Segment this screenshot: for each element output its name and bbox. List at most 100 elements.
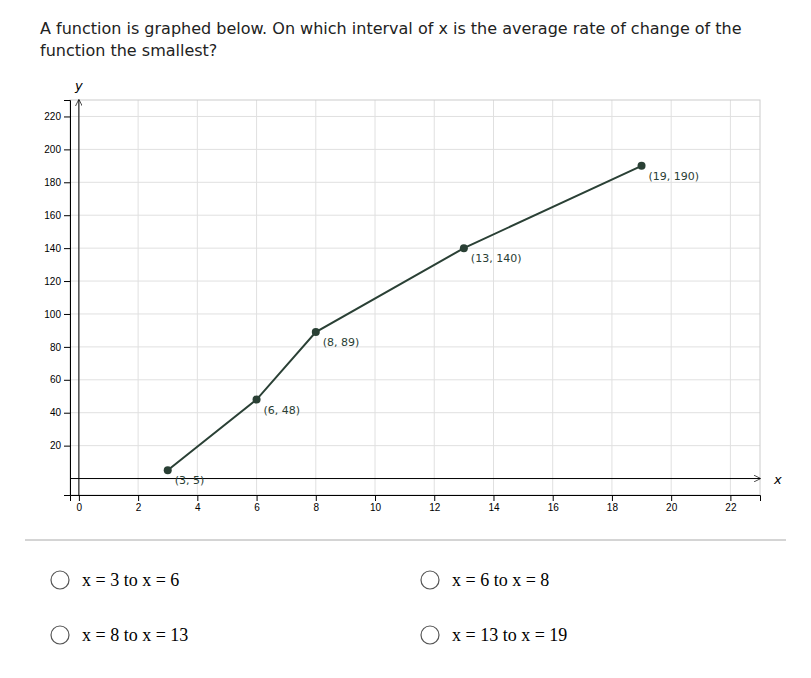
tick-mark: [64, 281, 70, 282]
grid-line-x: [138, 100, 139, 495]
tick-mark: [64, 116, 70, 117]
answer-option[interactable]: x = 13 to x = 19: [452, 625, 567, 645]
answer-option[interactable]: x = 8 to x = 13: [82, 625, 188, 645]
y-axis-label: y: [74, 78, 83, 93]
plot-area: [164, 162, 646, 474]
tick: 140: [44, 243, 70, 254]
tick-mark: [64, 413, 70, 414]
tick: 20: [666, 495, 678, 513]
tick-mark: [64, 215, 70, 216]
tick-label: 0: [77, 502, 83, 513]
grid-line-x: [730, 100, 731, 495]
plot-frame: [70, 100, 760, 495]
tick-label: 120: [44, 276, 61, 287]
grid-line-x: [552, 100, 553, 495]
point: [164, 466, 172, 474]
tick-label: 4: [195, 502, 201, 513]
tick: 8: [314, 495, 320, 513]
grid-line-y: [70, 346, 760, 347]
tick-label: 22: [725, 502, 737, 513]
tick-label: 16: [548, 502, 560, 513]
answer-option[interactable]: x = 3 to x = 6: [82, 570, 179, 590]
tick-label: 10: [370, 502, 382, 513]
tick-mark: [612, 495, 613, 501]
grid-line-y: [70, 149, 760, 150]
radio-button[interactable]: [421, 571, 439, 589]
tick-mark: [730, 495, 731, 501]
tick-label: 200: [44, 144, 61, 155]
grid: [70, 100, 760, 495]
tick: 2: [136, 495, 142, 513]
grid-line-x: [78, 100, 79, 495]
tick: 20: [50, 440, 70, 451]
title: A function is graphed below. On which in…: [40, 19, 742, 60]
tick-label: 2: [136, 502, 142, 513]
grid-line-y: [70, 379, 760, 380]
answer-option[interactable]: x = 6 to x = 8: [452, 570, 549, 590]
tick-mark: [64, 248, 70, 249]
tick-label: 12: [429, 502, 441, 513]
answer-options: x = 3 to x = 6 x = 6 to x = 8 x = 8 to x =…: [51, 570, 567, 645]
grid-line-y: [70, 248, 760, 249]
grid-line-y: [70, 116, 760, 117]
tick: 12: [429, 495, 441, 513]
grid-line-y: [70, 281, 760, 282]
grid-line-x: [493, 100, 494, 495]
tick: 6: [254, 495, 260, 513]
tick-mark: [64, 182, 70, 183]
tick: 40: [50, 407, 70, 418]
tick-label: 40: [50, 407, 62, 418]
tick-mark: [64, 380, 70, 381]
tick: 80: [50, 342, 70, 353]
tick-label: 100: [44, 309, 61, 320]
tick: 0: [77, 495, 83, 513]
radio-button[interactable]: [421, 626, 439, 644]
tick: 60: [50, 374, 70, 385]
separator: [25, 540, 786, 541]
tick-label: 8: [314, 502, 320, 513]
grid-line-x: [434, 100, 435, 495]
tick-mark: [138, 495, 139, 501]
data-label: (3, 5): [175, 474, 205, 487]
tick-mark: [79, 495, 80, 501]
tick: 180: [44, 177, 70, 188]
tick: 14: [488, 495, 500, 513]
point: [312, 328, 320, 336]
tick-label: 160: [44, 210, 61, 221]
tick-mark: [64, 149, 70, 150]
grid-line-x: [611, 100, 612, 495]
tick-label: 6: [254, 502, 260, 513]
y-axis: 20406080100120140160180200220: [44, 101, 70, 496]
tick-mark: [257, 495, 258, 501]
data-label: (19, 190): [649, 170, 700, 183]
x-axis: 0246810121416182022: [71, 495, 761, 513]
tick: 22: [725, 495, 737, 513]
axis-line: [71, 496, 761, 502]
tick: 10: [370, 495, 382, 513]
grid-line-x: [671, 100, 672, 495]
tick-mark: [671, 495, 672, 501]
line: [168, 166, 642, 470]
radio-button[interactable]: [51, 571, 69, 589]
tick-label: 14: [488, 502, 500, 513]
tick: 4: [195, 495, 201, 513]
tick-mark: [64, 347, 70, 348]
tick-label: 80: [50, 342, 62, 353]
grid-line-y: [70, 445, 760, 446]
tick-mark: [197, 495, 198, 501]
tick-mark: [553, 495, 554, 501]
grid-line-x: [197, 100, 198, 495]
grid-line-y: [70, 412, 760, 413]
chart: A function is graphed below. On which in…: [0, 0, 811, 678]
tick-mark: [493, 495, 494, 501]
axis-line: [64, 101, 71, 496]
radio-button[interactable]: [51, 626, 69, 644]
grid-line-x: [315, 100, 316, 495]
data-labels: (3, 5)(6, 48)(8, 89)(13, 140)(19, 190): [175, 170, 699, 487]
data-label: (6, 48): [264, 404, 301, 417]
zero-line-x: [70, 478, 760, 479]
grid-line-y: [70, 215, 760, 216]
tick-mark: [64, 314, 70, 315]
tick: 100: [44, 309, 70, 320]
tick: 120: [44, 276, 70, 287]
